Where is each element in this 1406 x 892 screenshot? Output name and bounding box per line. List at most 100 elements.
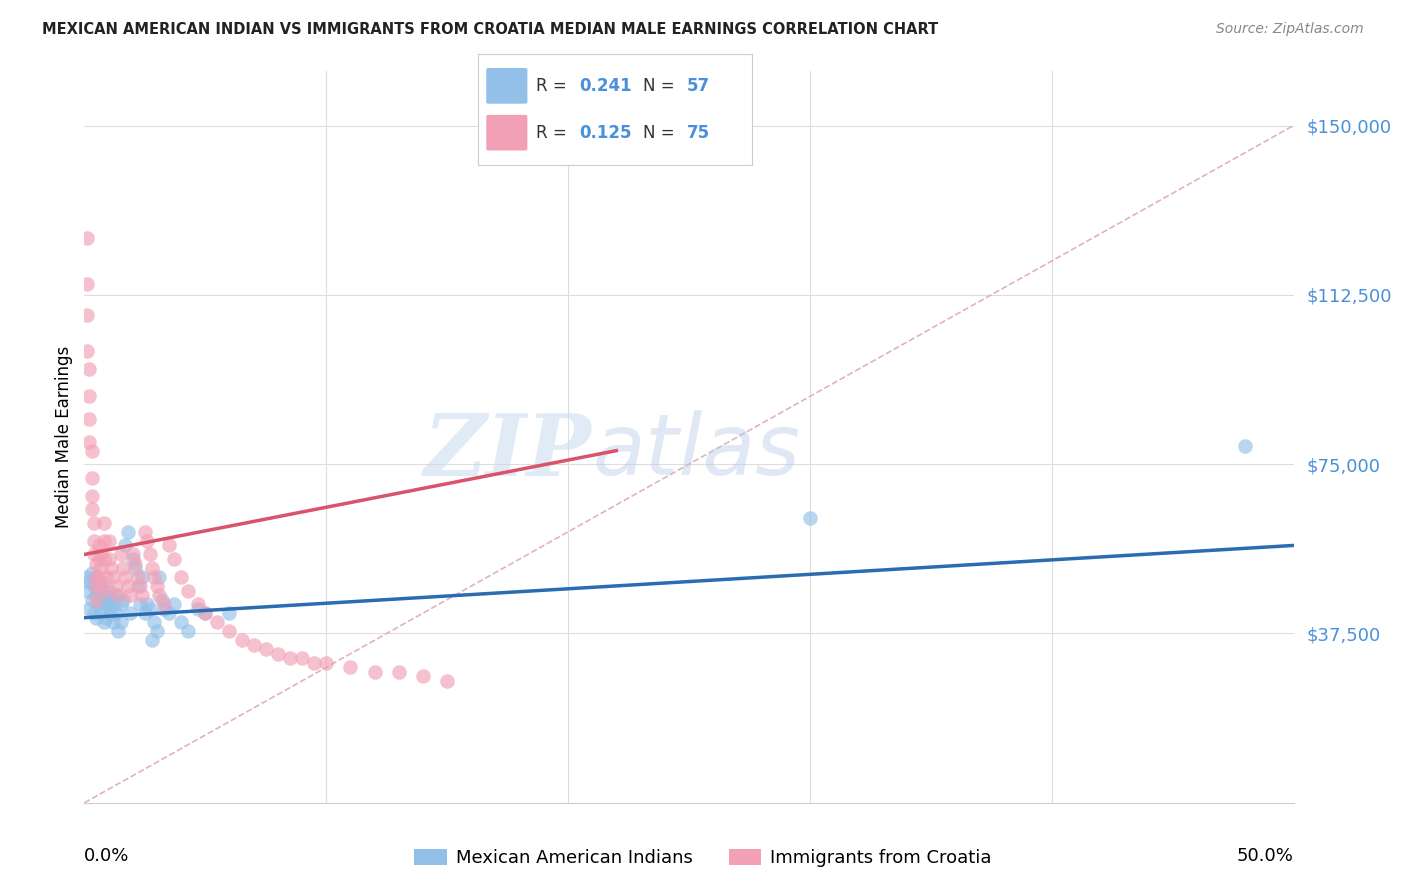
Point xyxy=(110,615,132,630)
Point xyxy=(146,624,169,639)
Point xyxy=(90,548,112,562)
Point xyxy=(94,570,117,584)
Point xyxy=(278,651,301,665)
Point xyxy=(80,592,103,607)
Point xyxy=(97,601,120,615)
Point xyxy=(94,597,117,611)
Point xyxy=(315,656,337,670)
Point xyxy=(87,583,110,598)
Point xyxy=(120,606,142,620)
Point xyxy=(302,656,325,670)
Point xyxy=(94,583,117,598)
Point xyxy=(76,583,98,598)
Point xyxy=(77,389,100,403)
Text: R =: R = xyxy=(536,77,572,95)
Point xyxy=(93,516,115,530)
Point xyxy=(121,552,143,566)
Point xyxy=(218,606,240,620)
Point xyxy=(77,412,100,426)
Point xyxy=(93,533,115,548)
FancyBboxPatch shape xyxy=(486,68,527,103)
Point xyxy=(97,533,120,548)
Point xyxy=(177,583,200,598)
Point xyxy=(388,665,411,679)
Point xyxy=(76,570,98,584)
Point xyxy=(1234,439,1257,453)
Text: MEXICAN AMERICAN INDIAN VS IMMIGRANTS FROM CROATIA MEDIAN MALE EARNINGS CORRELAT: MEXICAN AMERICAN INDIAN VS IMMIGRANTS FR… xyxy=(42,22,938,37)
Point xyxy=(163,597,186,611)
Text: N =: N = xyxy=(643,124,679,142)
Point xyxy=(87,597,110,611)
Point xyxy=(83,548,105,562)
Text: atlas: atlas xyxy=(592,410,800,493)
Point xyxy=(131,570,153,584)
Point xyxy=(187,597,209,611)
Point xyxy=(124,557,146,571)
Point xyxy=(112,561,135,575)
Point xyxy=(157,606,180,620)
Y-axis label: Median Male Earnings: Median Male Earnings xyxy=(55,346,73,528)
Point xyxy=(124,561,146,575)
Point xyxy=(87,538,110,552)
Point xyxy=(267,647,290,661)
Point xyxy=(80,502,103,516)
Text: 50.0%: 50.0% xyxy=(1237,847,1294,864)
Point xyxy=(799,511,821,525)
Point xyxy=(136,597,159,611)
Point xyxy=(110,548,132,562)
Point xyxy=(112,592,135,607)
Text: R =: R = xyxy=(536,124,572,142)
Point xyxy=(100,606,122,620)
Point xyxy=(86,579,108,593)
Legend: Mexican American Indians, Immigrants from Croatia: Mexican American Indians, Immigrants fro… xyxy=(406,841,1000,874)
Point xyxy=(107,624,129,639)
Point xyxy=(121,548,143,562)
Point xyxy=(110,597,132,611)
Point xyxy=(87,570,110,584)
Point xyxy=(146,579,169,593)
Point xyxy=(187,601,209,615)
Point xyxy=(129,597,152,611)
Point xyxy=(170,570,193,584)
Text: N =: N = xyxy=(643,77,679,95)
Point xyxy=(141,633,163,648)
Point xyxy=(194,606,217,620)
Point xyxy=(86,592,108,607)
Point xyxy=(134,524,156,539)
Point xyxy=(77,434,100,449)
Point xyxy=(412,669,434,683)
Point xyxy=(86,610,108,624)
Point xyxy=(114,570,136,584)
Point xyxy=(153,597,176,611)
Point xyxy=(87,552,110,566)
Point xyxy=(138,548,160,562)
Point xyxy=(86,557,108,571)
Point xyxy=(103,570,125,584)
Text: 0.125: 0.125 xyxy=(579,124,631,142)
Point xyxy=(93,552,115,566)
Point xyxy=(117,524,139,539)
Point xyxy=(86,570,108,584)
Point xyxy=(93,615,115,630)
Point xyxy=(114,538,136,552)
Point xyxy=(231,633,253,648)
Text: 75: 75 xyxy=(686,124,710,142)
Point xyxy=(83,579,105,593)
Point xyxy=(104,579,127,593)
Point xyxy=(107,588,129,602)
Point xyxy=(86,570,108,584)
Point xyxy=(104,606,127,620)
Point xyxy=(177,624,200,639)
Text: 0.0%: 0.0% xyxy=(84,847,129,864)
Point xyxy=(80,489,103,503)
Point xyxy=(80,443,103,458)
Point xyxy=(77,574,100,589)
Text: 0.241: 0.241 xyxy=(579,77,633,95)
Point xyxy=(141,561,163,575)
Point xyxy=(291,651,314,665)
Point xyxy=(136,533,159,548)
Point xyxy=(254,642,277,657)
Point xyxy=(80,471,103,485)
Point xyxy=(94,610,117,624)
Point xyxy=(86,588,108,602)
